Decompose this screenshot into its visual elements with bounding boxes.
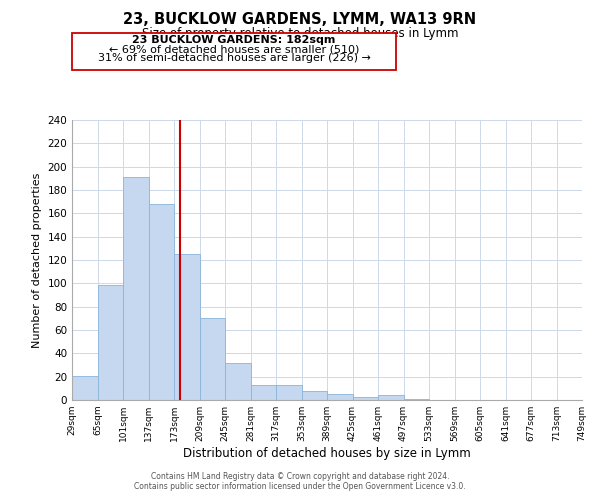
Bar	[225, 362, 251, 400]
Bar	[149, 204, 174, 400]
Text: ← 69% of detached houses are smaller (510): ← 69% of detached houses are smaller (51…	[109, 44, 359, 54]
Bar	[378, 396, 404, 400]
Bar	[123, 177, 149, 400]
Bar	[97, 284, 123, 400]
Bar	[174, 254, 199, 400]
Bar	[276, 385, 302, 400]
Bar	[302, 390, 327, 400]
Text: 23, BUCKLOW GARDENS, LYMM, WA13 9RN: 23, BUCKLOW GARDENS, LYMM, WA13 9RN	[124, 12, 476, 28]
Text: Contains HM Land Registry data © Crown copyright and database right 2024.: Contains HM Land Registry data © Crown c…	[151, 472, 449, 481]
Bar	[251, 385, 276, 400]
Y-axis label: Number of detached properties: Number of detached properties	[32, 172, 42, 348]
Text: Size of property relative to detached houses in Lymm: Size of property relative to detached ho…	[142, 28, 458, 40]
Text: 23 BUCKLOW GARDENS: 182sqm: 23 BUCKLOW GARDENS: 182sqm	[133, 35, 335, 45]
Text: Contains public sector information licensed under the Open Government Licence v3: Contains public sector information licen…	[134, 482, 466, 491]
X-axis label: Distribution of detached houses by size in Lymm: Distribution of detached houses by size …	[183, 447, 471, 460]
Bar	[353, 396, 378, 400]
Bar	[327, 394, 353, 400]
Text: 31% of semi-detached houses are larger (226) →: 31% of semi-detached houses are larger (…	[98, 53, 370, 63]
Bar	[404, 399, 429, 400]
Bar	[72, 376, 97, 400]
Bar	[199, 318, 225, 400]
